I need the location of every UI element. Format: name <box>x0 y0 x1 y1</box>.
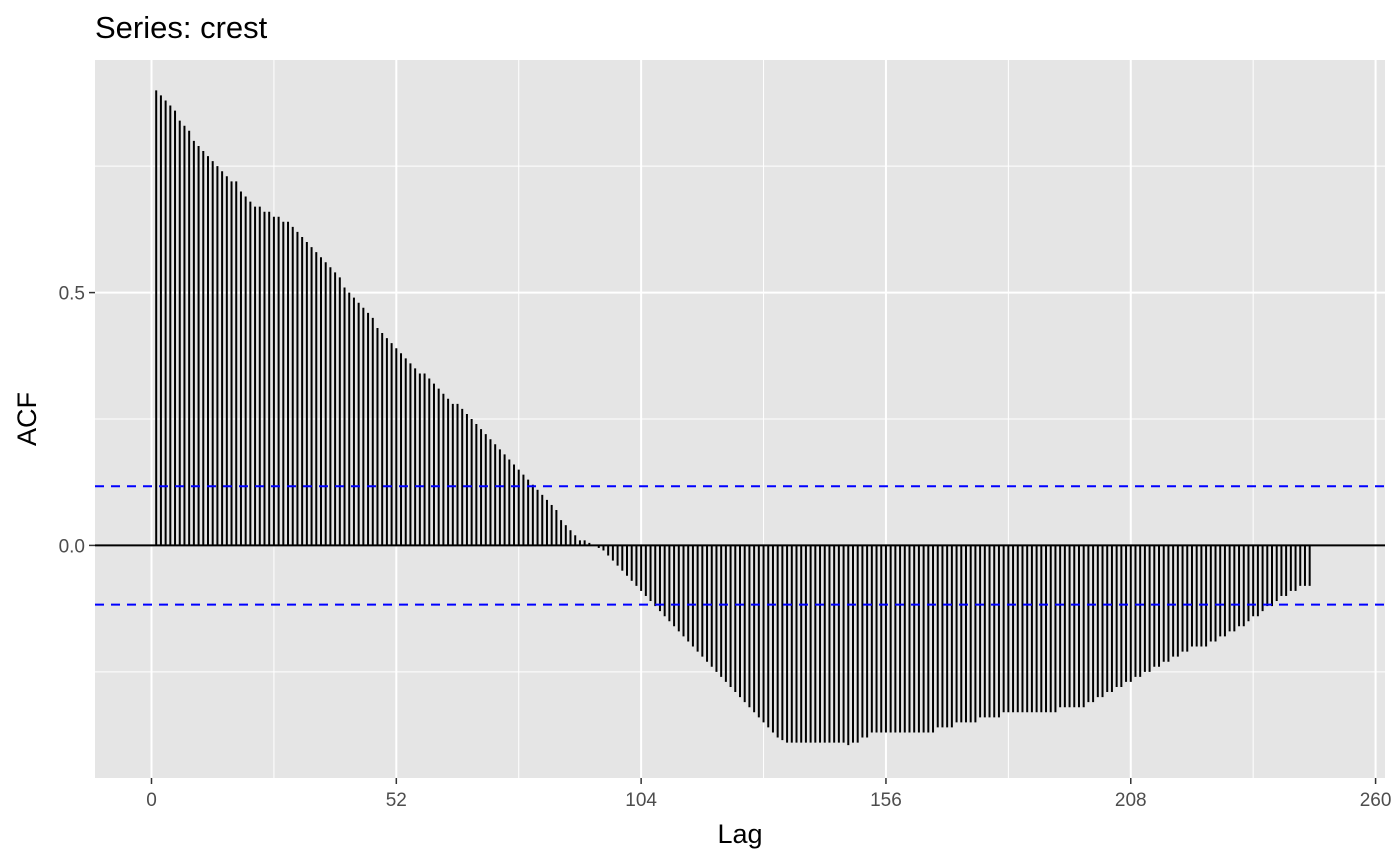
x-tick-label: 156 <box>870 790 902 811</box>
x-tick-label: 260 <box>1360 790 1392 811</box>
x-axis: 0 52 104 156 208 260 <box>146 778 1391 811</box>
acf-bars <box>155 90 1311 746</box>
x-tick-label: 52 <box>386 790 407 811</box>
x-tick-label: 0 <box>146 790 157 811</box>
y-axis-title: ACF <box>12 392 42 446</box>
x-tick-label: 208 <box>1115 790 1147 811</box>
x-axis-title: Lag <box>717 819 762 849</box>
y-tick-label: 0.5 <box>59 284 85 305</box>
y-axis: 0.0 0.5 <box>59 284 95 557</box>
confidence-lines <box>95 485 1385 606</box>
y-tick-label: 0.0 <box>59 536 85 557</box>
chart-title: Series: crest <box>95 10 268 45</box>
x-tick-label: 104 <box>625 790 657 811</box>
